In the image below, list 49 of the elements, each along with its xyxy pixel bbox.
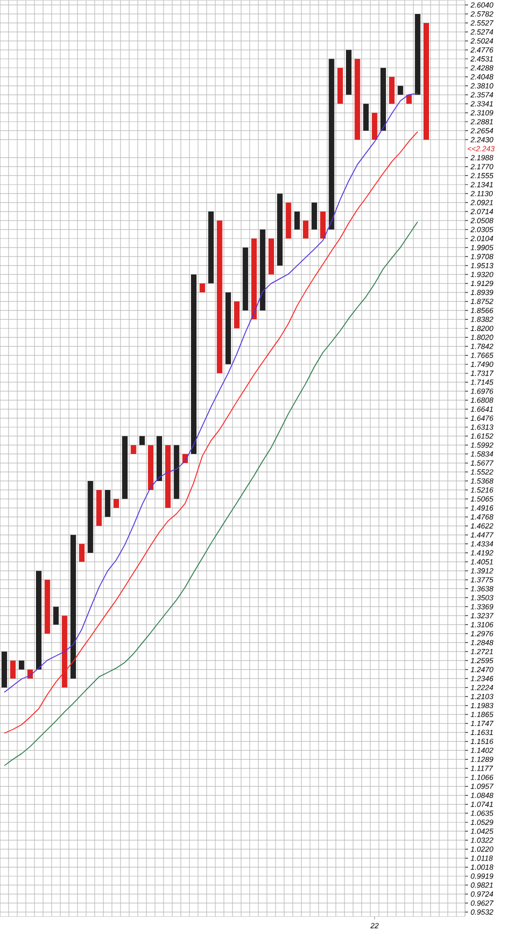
bar bbox=[372, 112, 378, 140]
bar bbox=[312, 202, 318, 230]
bar bbox=[406, 94, 412, 104]
bar bbox=[148, 445, 154, 490]
bar bbox=[337, 68, 343, 104]
bar bbox=[190, 274, 197, 454]
bar bbox=[70, 534, 76, 679]
bar bbox=[208, 212, 214, 284]
bar bbox=[363, 104, 369, 131]
bar bbox=[294, 212, 300, 230]
bar bbox=[96, 490, 102, 526]
bar bbox=[200, 283, 206, 292]
line-series bbox=[4, 221, 418, 766]
bar bbox=[139, 436, 145, 446]
bar bbox=[268, 238, 274, 274]
bar bbox=[286, 202, 292, 238]
bar bbox=[302, 220, 308, 238]
bar bbox=[328, 58, 334, 230]
bar bbox=[130, 445, 136, 454]
bar bbox=[380, 68, 386, 131]
bar bbox=[423, 22, 430, 140]
bar bbox=[10, 660, 16, 679]
bar bbox=[79, 544, 85, 562]
bar bbox=[260, 230, 266, 310]
bar bbox=[354, 58, 360, 140]
bar bbox=[18, 660, 24, 670]
bar bbox=[88, 480, 94, 553]
bar bbox=[122, 436, 128, 499]
bar bbox=[2, 652, 8, 688]
bar bbox=[53, 606, 59, 625]
bar bbox=[277, 194, 283, 266]
bar bbox=[44, 580, 50, 634]
bar bbox=[242, 248, 248, 310]
bar bbox=[174, 445, 180, 499]
bar bbox=[251, 238, 257, 320]
bar bbox=[36, 570, 42, 670]
bar bbox=[165, 445, 171, 508]
bar bbox=[320, 212, 326, 238]
bar bbox=[389, 76, 395, 104]
bar bbox=[346, 50, 352, 95]
bar bbox=[113, 498, 120, 508]
bar bbox=[414, 14, 420, 95]
bar bbox=[62, 616, 68, 688]
bar bbox=[225, 292, 231, 364]
bar bbox=[216, 220, 222, 374]
bar bbox=[234, 301, 240, 328]
bar bbox=[156, 436, 162, 481]
bar bbox=[398, 86, 404, 95]
bar bbox=[104, 490, 110, 517]
